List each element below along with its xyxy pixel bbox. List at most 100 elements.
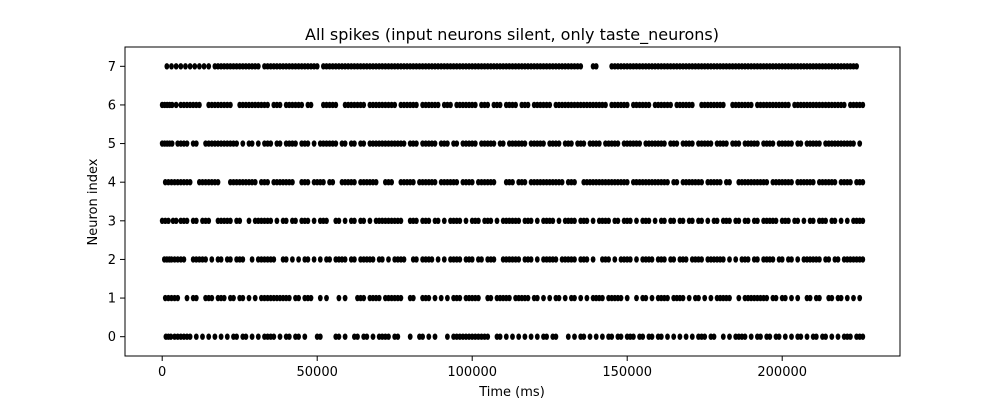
x-axis-label: Time (ms) <box>478 385 545 400</box>
spike-marker <box>736 294 742 302</box>
spike-marker <box>432 294 438 302</box>
spike-marker <box>556 217 562 225</box>
spike-marker <box>169 101 175 109</box>
spike-marker <box>789 333 794 340</box>
spike-marker <box>851 294 856 302</box>
spike-marker <box>727 217 732 225</box>
spike-marker <box>528 217 534 225</box>
spike-marker <box>206 63 212 70</box>
spike-marker <box>841 101 847 109</box>
spike-marker <box>627 217 633 225</box>
spike-marker <box>860 217 866 225</box>
spike-marker <box>277 333 283 340</box>
spike-marker <box>169 140 175 147</box>
spike-marker <box>773 217 779 225</box>
spike-marker <box>844 217 850 225</box>
spike-marker <box>193 140 199 147</box>
spike-marker <box>302 333 308 340</box>
spike-marker <box>534 256 540 263</box>
spike-marker <box>432 333 438 340</box>
spike-marker <box>373 178 379 186</box>
spike-marker <box>342 140 348 147</box>
spike-marker <box>308 101 314 109</box>
spike-marker <box>336 333 342 340</box>
spike-marker <box>485 333 491 340</box>
spike-marker <box>720 256 726 263</box>
spike-marker <box>727 294 732 302</box>
y-tick-label: 4 <box>108 176 116 191</box>
spike-marker <box>696 294 701 302</box>
spike-marker <box>832 217 838 225</box>
spike-marker <box>649 294 655 302</box>
spike-marker <box>314 63 320 70</box>
spike-marker <box>228 101 233 109</box>
spike-marker <box>317 333 323 340</box>
spike-marker <box>234 333 240 340</box>
spike-marker <box>414 101 419 109</box>
spike-marker <box>255 140 261 147</box>
spike-marker <box>544 333 549 340</box>
spike-marker <box>283 256 289 263</box>
spike-marker <box>255 63 261 70</box>
spike-marker <box>240 256 246 263</box>
spike-marker <box>277 101 283 109</box>
spike-marker <box>789 140 794 147</box>
spike-marker <box>234 140 240 147</box>
y-tick-label: 7 <box>108 60 116 75</box>
spike-marker <box>603 101 608 109</box>
spike-marker <box>686 294 692 302</box>
spike-marker <box>798 140 804 147</box>
spike-marker <box>441 217 447 225</box>
spike-marker <box>516 217 522 225</box>
spike-marker <box>445 333 450 340</box>
spike-marker <box>420 333 425 340</box>
spike-marker <box>665 333 670 340</box>
spike-marker <box>609 333 615 340</box>
spike-marker <box>448 101 453 109</box>
spike-marker <box>848 333 853 340</box>
spike-marker <box>317 294 323 302</box>
spike-marker <box>401 256 407 263</box>
spike-marker <box>662 140 667 147</box>
spike-marker <box>173 63 179 70</box>
spike-marker <box>389 178 394 186</box>
spike-marker <box>807 294 813 302</box>
spike-marker <box>823 217 828 225</box>
spike-marker <box>457 217 463 225</box>
spike-marker <box>438 294 444 302</box>
spike-marker <box>510 333 515 340</box>
spike-marker <box>569 140 574 147</box>
spike-marker <box>249 333 255 340</box>
spike-marker <box>860 333 866 340</box>
spike-marker <box>342 333 348 340</box>
spike-marker <box>352 217 357 225</box>
spike-marker <box>606 256 611 263</box>
chart-title: All spikes (input neurons silent, only t… <box>305 25 719 45</box>
spike-marker <box>249 140 255 147</box>
spike-marker <box>677 333 683 340</box>
spike-marker <box>528 256 534 263</box>
spike-marker <box>212 333 218 340</box>
spike-marker <box>201 63 207 70</box>
spike-marker <box>187 333 193 340</box>
spike-marker <box>634 294 639 302</box>
spike-marker <box>618 333 624 340</box>
spike-marker <box>522 333 528 340</box>
spike-marker <box>541 294 546 302</box>
spike-marker <box>342 294 348 302</box>
spike-marker <box>184 294 190 302</box>
y-tick-label: 6 <box>108 98 116 113</box>
spike-marker <box>578 63 584 70</box>
spike-marker <box>361 101 367 109</box>
spike-marker <box>197 63 202 70</box>
spike-marker <box>497 101 503 109</box>
spike-marker <box>553 333 559 340</box>
spike-marker <box>168 333 174 340</box>
spike-marker <box>491 178 497 186</box>
spike-marker <box>476 217 481 225</box>
spike-marker <box>556 294 562 302</box>
spike-marker <box>352 140 357 147</box>
y-tick-label: 2 <box>108 253 116 268</box>
